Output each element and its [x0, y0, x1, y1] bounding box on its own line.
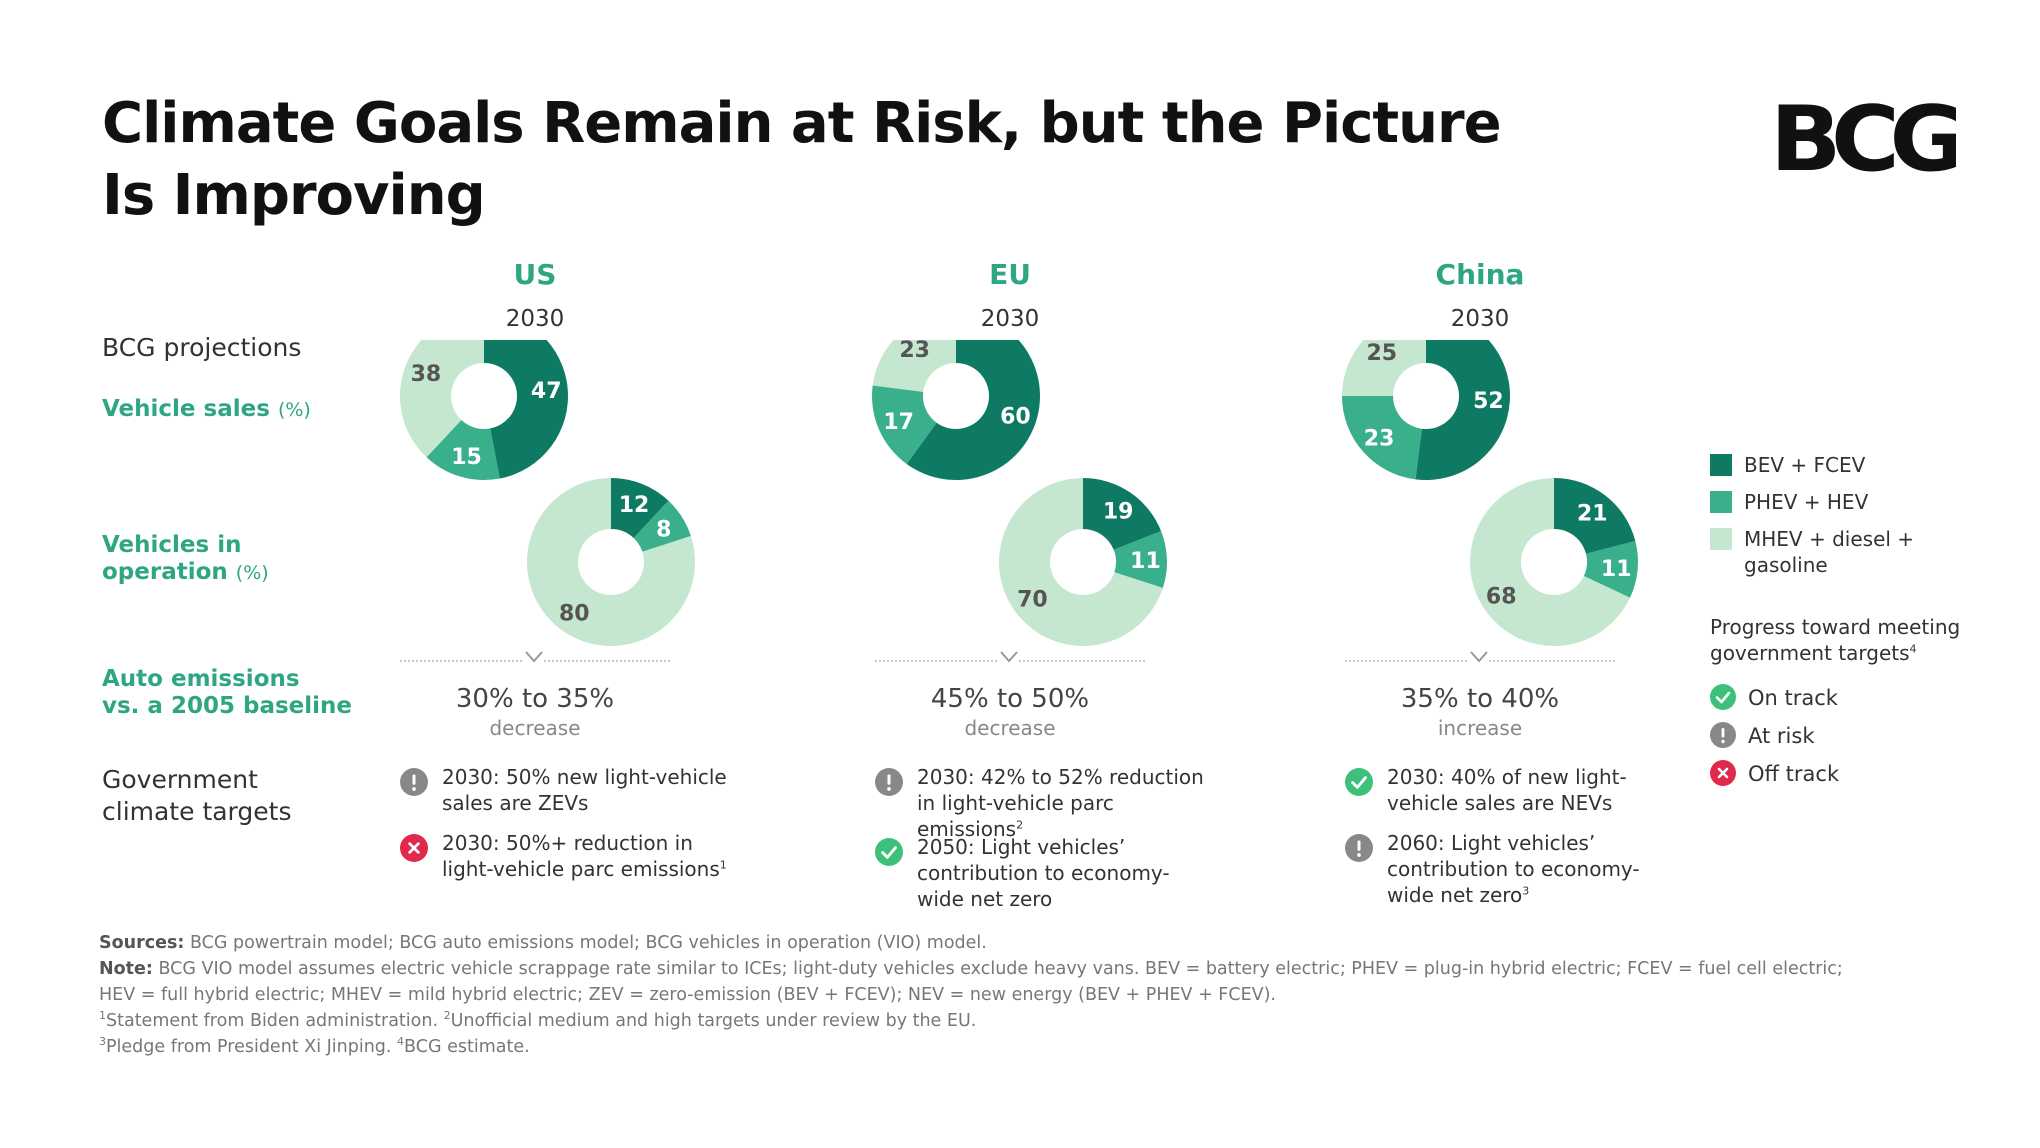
region-name-china: China — [1435, 258, 1525, 291]
donut-slice — [1342, 396, 1422, 480]
on-track-icon — [875, 838, 903, 866]
footnote-1-2: 1Statement from Biden administration. 2U… — [99, 1009, 977, 1031]
donut-slice — [1083, 478, 1162, 550]
donut-slice — [527, 478, 695, 647]
chevron-down-icon — [999, 650, 1019, 664]
donut-data-label: 17 — [883, 410, 914, 435]
donut-data-label: 60 — [1000, 404, 1031, 429]
legend-swatch-bev — [1710, 454, 1732, 476]
target-text: 2030: 40% of new light-vehicle sales are… — [1387, 765, 1627, 815]
region-year-china: 2030 — [1450, 306, 1510, 332]
row-label-sales: Vehicle sales (%) — [102, 396, 311, 422]
emissions-value-eu: 45% to 50% — [930, 684, 1090, 714]
donut-slice — [400, 340, 484, 458]
region-name-eu: EU — [989, 258, 1031, 291]
donut-data-label: 47 — [531, 379, 562, 404]
bcg-logo: BCG — [1770, 96, 1956, 180]
legend-label-phev: PHEV + HEV — [1744, 490, 1869, 514]
chevron-down-icon — [524, 650, 544, 664]
donut-data-label: 70 — [1017, 588, 1048, 613]
sources-line: Sources: BCG powertrain model; BCG auto … — [99, 933, 987, 953]
donut-data-label: 12 — [619, 493, 650, 518]
donut-slice — [906, 340, 1040, 480]
legend-label-bev: BEV + FCEV — [1744, 453, 1866, 477]
legend-swatch-phev — [1710, 491, 1732, 513]
page-title: Climate Goals Remain at Risk, but the Pi… — [102, 88, 1502, 232]
donut-data-label: 52 — [1473, 389, 1504, 414]
donut-slice — [611, 478, 669, 538]
donut-data-label: 21 — [1577, 502, 1608, 527]
donut-data-label: 15 — [451, 445, 482, 470]
donut-slice — [1583, 541, 1638, 598]
at-risk-icon — [875, 768, 903, 796]
status-label-at-risk: At risk — [1748, 724, 1815, 748]
donut-slice — [426, 420, 500, 480]
legend-label-mhev: MHEV + diesel + gasoline — [1744, 527, 1915, 577]
at-risk-icon — [1710, 722, 1736, 748]
donut-china-vio: 21 11 68 — [1470, 478, 1638, 647]
legend-swatch-mhev — [1710, 528, 1732, 550]
note-line-2: HEV = full hybrid electric; MHEV = mild … — [99, 985, 1276, 1005]
donut-slice — [1342, 340, 1426, 396]
at-risk-icon — [1345, 834, 1373, 862]
donut-slice — [633, 500, 691, 552]
off-track-icon — [1710, 760, 1736, 786]
donut-data-label: 25 — [1366, 341, 1397, 366]
target-text: 2030: 50% new light-vehicle sales are ZE… — [442, 765, 727, 815]
logo-text: BCG — [1770, 96, 1956, 180]
region-name-us: US — [513, 258, 557, 291]
donut-us-vio: 128 80 — [527, 478, 695, 647]
donut-data-label: 38 — [411, 362, 442, 387]
donut-data-label: 8 — [656, 518, 671, 543]
row-label-vio: Vehicles in operation (%) — [102, 532, 269, 585]
donut-china-sales: 52 23 25 — [1342, 340, 1510, 480]
region-year-eu: 2030 — [980, 306, 1040, 332]
emissions-value-us: 30% to 35% — [455, 684, 615, 714]
donut-eu-sales: 60 17 23 — [872, 340, 1040, 480]
donut-data-label: 19 — [1103, 499, 1134, 524]
status-label-on-track: On track — [1748, 686, 1838, 710]
title-line-1: Climate Goals Remain at Risk, but the Pi… — [102, 91, 1502, 156]
off-track-icon — [400, 834, 428, 862]
target-text: 2030: 42% to 52% reduction in light-vehi… — [917, 765, 1204, 841]
title-line-2: Is Improving — [102, 163, 486, 228]
donut-us-sales: 47 15 38 — [400, 340, 568, 480]
donut-data-label: 11 — [1601, 557, 1632, 582]
donut-slice — [998, 478, 1163, 646]
donut-charts: 47 15 38 128 80 60 17 23 19 11 70 52 23 25 21 11 68 — [400, 340, 1638, 647]
emissions-value-china: 35% to 40% — [1400, 684, 1560, 714]
donut-data-label: 23 — [1364, 426, 1395, 451]
emissions-direction-china: increase — [1437, 716, 1523, 740]
target-text: 2050: Light vehicles’ contribution to ec… — [917, 835, 1170, 911]
donut-data-label: 23 — [899, 340, 930, 363]
target-text: 2030: 50%+ reduction in light-vehicle pa… — [442, 831, 727, 881]
donut-slice — [1470, 478, 1631, 647]
donut-eu-vio: 19 11 70 — [998, 478, 1167, 646]
donut-slice — [872, 340, 956, 392]
donut-data-label: 11 — [1130, 549, 1161, 574]
region-year-us: 2030 — [505, 306, 565, 332]
footnote-3-4: 3Pledge from President Xi Jinping. 4BCG … — [99, 1035, 530, 1057]
donut-data-label: 68 — [1486, 584, 1517, 609]
emissions-direction-eu: decrease — [964, 716, 1056, 740]
progress-legend-title: Progress toward meeting government targe… — [1710, 615, 1961, 665]
donut-data-label: 80 — [559, 602, 590, 627]
donut-slice — [1554, 478, 1636, 554]
emissions-direction-us: decrease — [489, 716, 581, 740]
donut-slice — [872, 385, 937, 464]
donut-slice — [1415, 340, 1510, 480]
footnotes: Sources: BCG powertrain model; BCG auto … — [99, 930, 1959, 1060]
donut-slice — [484, 340, 568, 479]
target-text: 2060: Light vehicles’ contribution to ec… — [1387, 831, 1640, 907]
at-risk-icon — [400, 768, 428, 796]
donut-slice — [1113, 531, 1167, 588]
row-label-targets: Government climate targets — [102, 765, 292, 826]
row-label-emissions: Auto emissions vs. a 2005 baseline — [102, 666, 352, 719]
note-line: Note: BCG VIO model assumes electric veh… — [99, 959, 1843, 979]
on-track-icon — [1345, 768, 1373, 796]
row-label-projections: BCG projections — [102, 333, 302, 362]
status-label-off-track: Off track — [1748, 762, 1840, 786]
on-track-icon — [1710, 684, 1736, 710]
chevron-down-icon — [1469, 650, 1489, 664]
